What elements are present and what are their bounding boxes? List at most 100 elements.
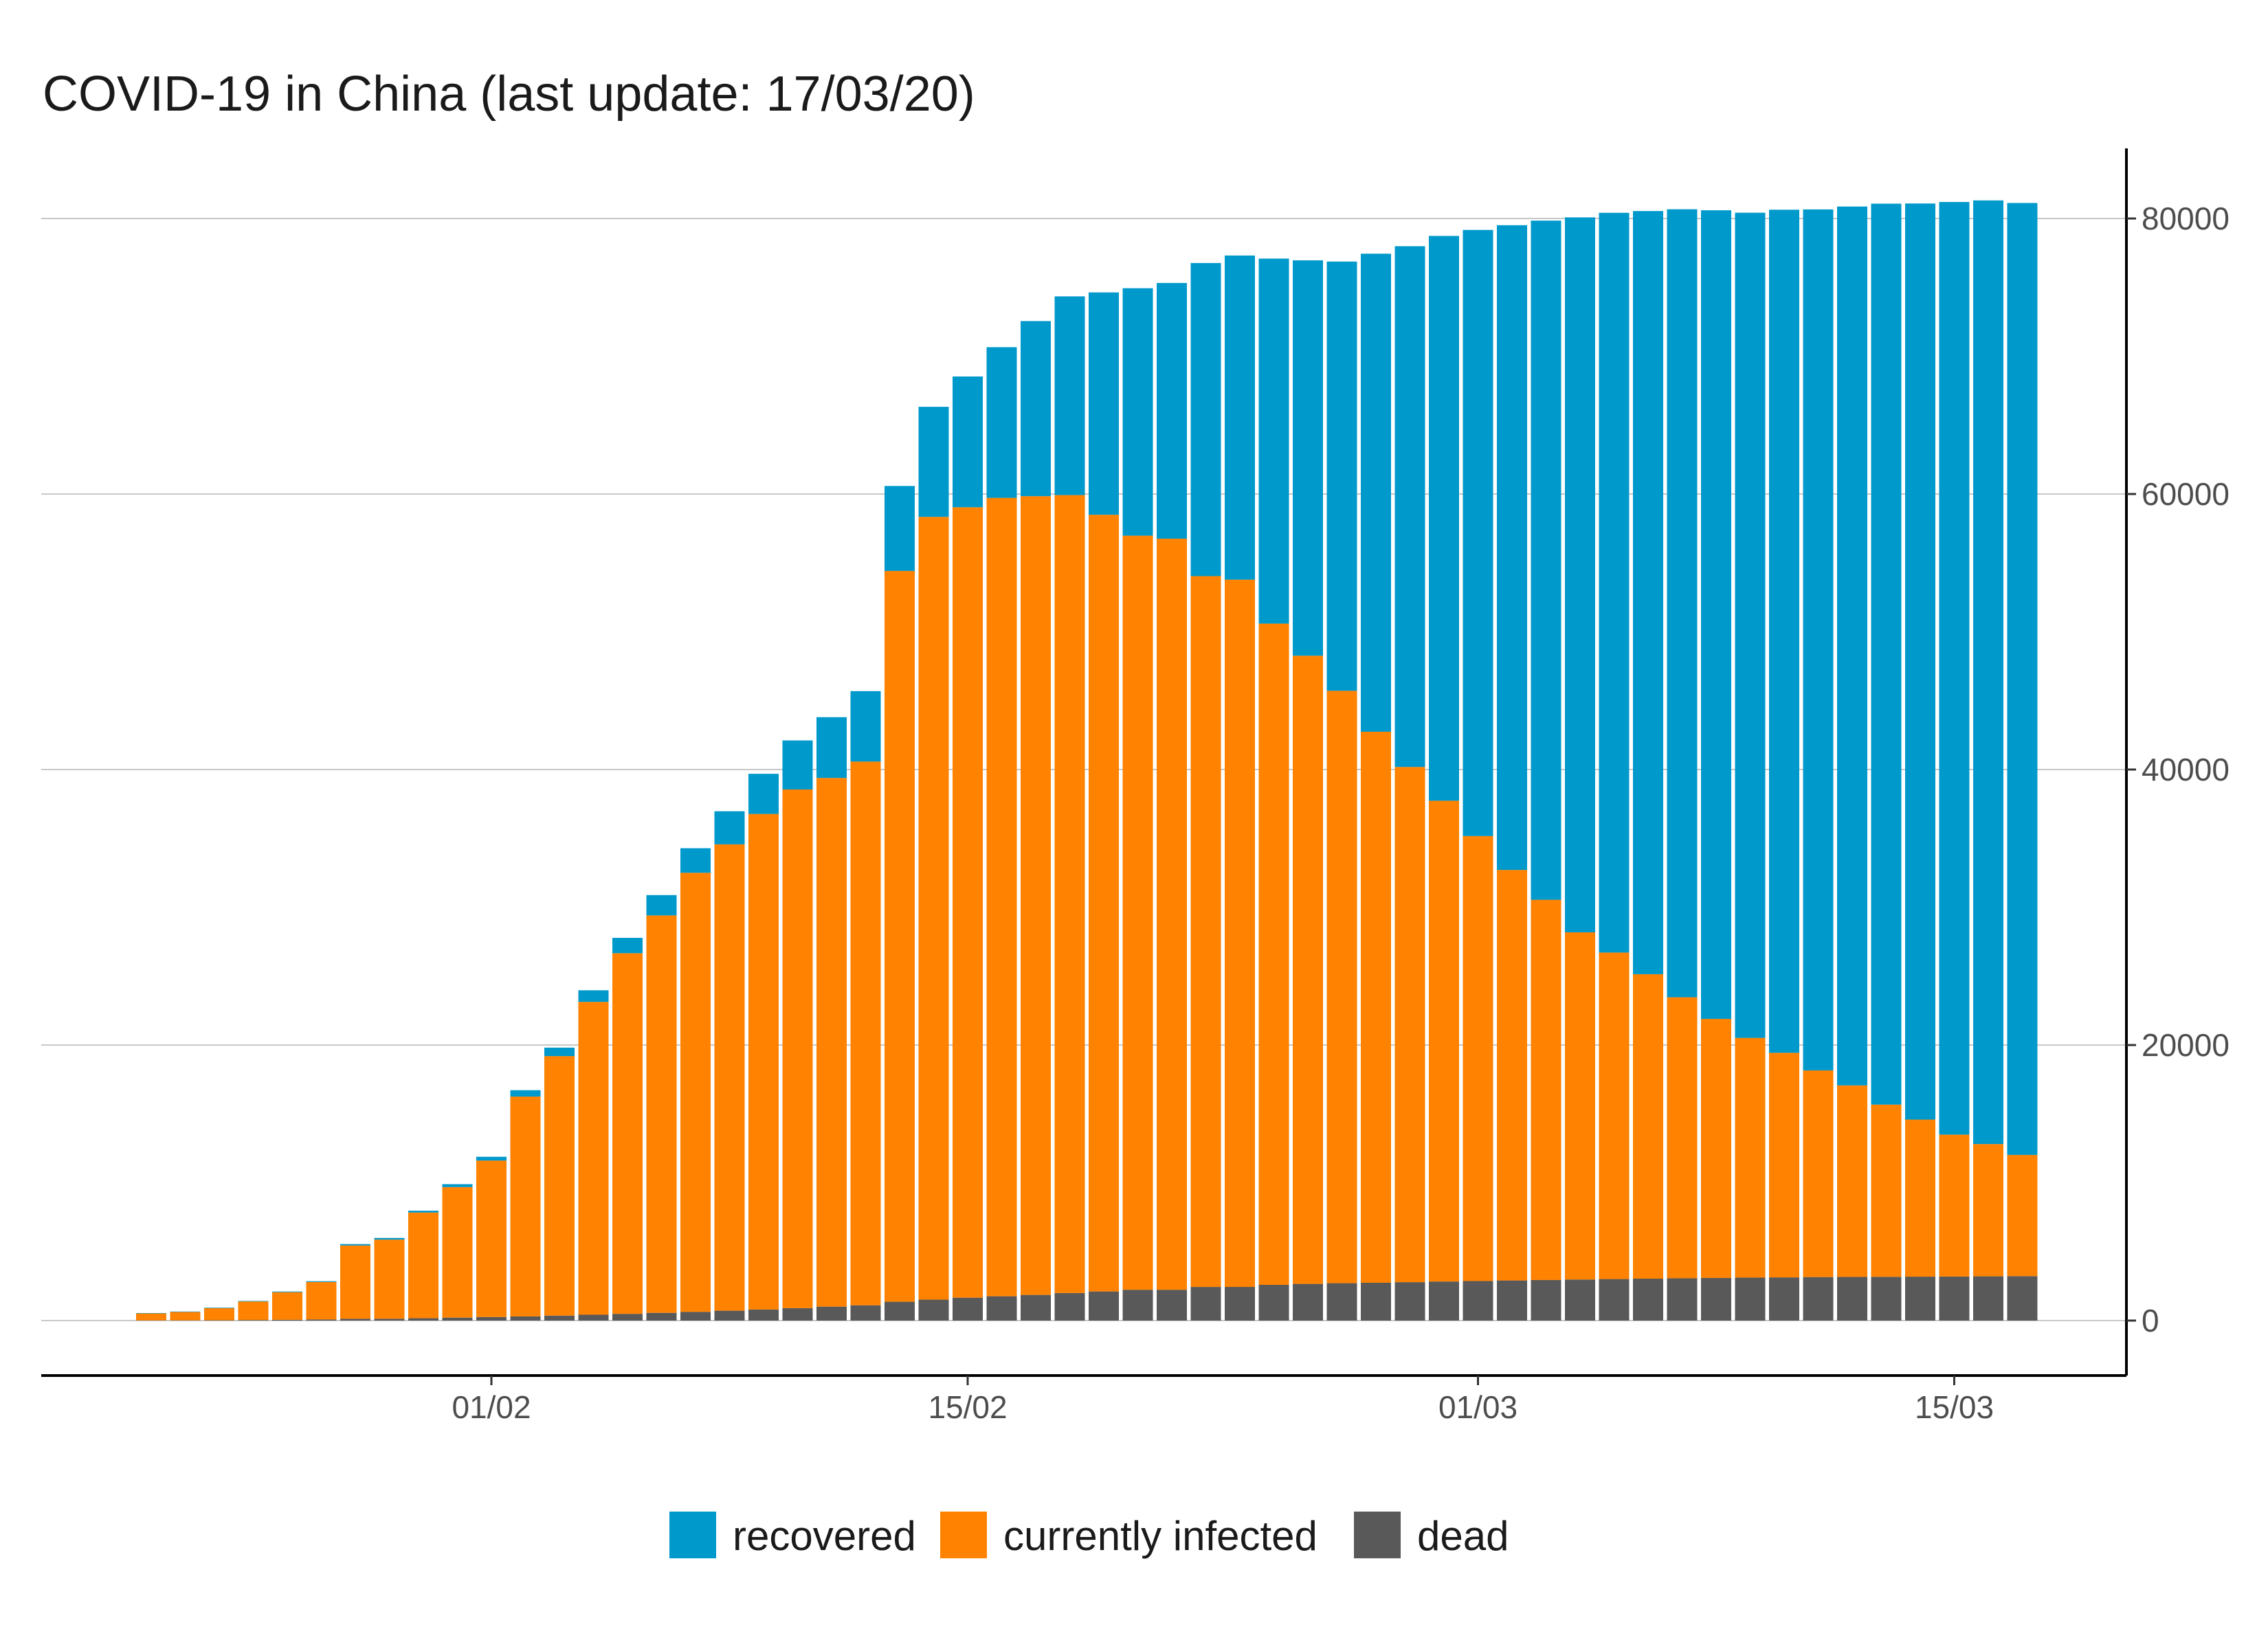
bar-recovered [680, 848, 711, 873]
bar-currently-infected [953, 507, 983, 1298]
bar-currently-infected [1565, 932, 1595, 1280]
bar-recovered [1735, 212, 1766, 1038]
bar-currently-infected [1667, 997, 1698, 1279]
bar-dead [2007, 1276, 2038, 1321]
bar-dead [1769, 1277, 1799, 1321]
bar-recovered [918, 407, 949, 517]
bar-recovered [1599, 212, 1630, 953]
bar-recovered [612, 937, 643, 954]
bar-currently-infected [170, 1312, 201, 1321]
bar-currently-infected [1054, 495, 1085, 1293]
bar-dead [544, 1315, 575, 1321]
bar-currently-infected [1293, 655, 1323, 1284]
bar-dead [680, 1312, 711, 1321]
bar-currently-infected [1190, 576, 1221, 1288]
bar-recovered [1089, 292, 1119, 515]
x-tick-label: 01/02 [452, 1389, 531, 1425]
chart-title: COVID-19 in China (last update: 17/03/20… [43, 67, 975, 122]
bar-recovered [1667, 209, 1698, 998]
bar-currently-infected [1497, 870, 1527, 1281]
legend-key-dead [1354, 1512, 1401, 1558]
bar-currently-infected [578, 1002, 609, 1315]
bar-dead [918, 1299, 949, 1321]
bar-recovered [1837, 206, 1867, 1086]
bar-recovered [1054, 296, 1085, 495]
bar-dead [1905, 1277, 1935, 1321]
bar-dead [374, 1319, 405, 1321]
bar-dead [748, 1309, 779, 1321]
bar-dead [1939, 1276, 1970, 1321]
bar-dead [850, 1305, 881, 1321]
bar-dead [340, 1319, 370, 1321]
bar-recovered [136, 1313, 166, 1314]
bar-currently-infected [544, 1056, 575, 1316]
y-axis-ticks: 0 20000 40000 60000 80000 [2126, 201, 2230, 1338]
bar-recovered [1122, 288, 1153, 536]
y-tick-label: 80000 [2142, 201, 2230, 236]
bar-currently-infected [1089, 515, 1119, 1292]
bar-currently-infected [1939, 1134, 1970, 1277]
bar-recovered [1021, 321, 1051, 497]
bar-currently-infected [340, 1245, 370, 1319]
bar-recovered [510, 1090, 541, 1097]
bar-currently-infected [306, 1281, 337, 1320]
x-axis-ticks: 01/02 15/02 01/03 15/03 [452, 1376, 1994, 1425]
bar-currently-infected [442, 1187, 473, 1318]
bar-currently-infected [1599, 952, 1630, 1279]
bar-currently-infected [1973, 1144, 2003, 1277]
bar-currently-infected [2007, 1154, 2038, 1277]
bar-dead [306, 1319, 337, 1321]
bar-currently-infected [476, 1160, 507, 1317]
bar-dead [1326, 1283, 1357, 1321]
bar-currently-infected [1021, 496, 1051, 1295]
bar-dead [1735, 1277, 1766, 1321]
legend-key-recovered [669, 1512, 716, 1558]
bar-dead [816, 1306, 847, 1321]
bar-recovered [714, 811, 745, 844]
bar-dead [1089, 1291, 1119, 1321]
bar-dead [476, 1316, 507, 1321]
bar-dead [646, 1312, 677, 1321]
y-tick-label: 40000 [2142, 752, 2230, 787]
bar-dead [953, 1297, 983, 1321]
bar-dead [272, 1319, 302, 1321]
bar-recovered [885, 486, 915, 571]
bar-currently-infected [1122, 535, 1153, 1290]
bar-dead [238, 1320, 269, 1321]
bar-recovered [1225, 255, 1255, 580]
bar-dead [1973, 1276, 2003, 1321]
bar-dead [1701, 1277, 1731, 1321]
bar-recovered [408, 1211, 438, 1213]
bar-currently-infected [1429, 800, 1459, 1282]
bar-dead [1293, 1283, 1323, 1321]
bar-recovered [1326, 261, 1357, 691]
bar-recovered [1905, 203, 1935, 1120]
y-tick-label: 0 [2142, 1303, 2159, 1338]
bar-recovered [544, 1047, 575, 1057]
bar-currently-infected [510, 1096, 541, 1316]
bar-currently-infected [1157, 539, 1187, 1290]
bar-recovered [646, 895, 677, 916]
bar-recovered [442, 1184, 473, 1187]
x-tick-label: 01/03 [1438, 1389, 1517, 1425]
bar-recovered [578, 990, 609, 1002]
bar-currently-infected [782, 789, 813, 1308]
bar-dead [1837, 1277, 1867, 1321]
bar-recovered [953, 376, 983, 508]
bar-dead [204, 1320, 234, 1321]
bar-currently-infected [1394, 767, 1425, 1283]
bar-dead [1803, 1277, 1834, 1321]
bar-dead [1258, 1285, 1289, 1321]
y-tick-label: 20000 [2142, 1027, 2230, 1063]
bar-dead [1361, 1282, 1391, 1321]
bar-currently-infected [885, 570, 915, 1302]
bar-recovered [1633, 211, 1663, 974]
bar-dead [1190, 1287, 1221, 1321]
bar-recovered [2007, 203, 2038, 1155]
bar-dead [782, 1308, 813, 1321]
bar-currently-infected [238, 1301, 269, 1321]
bar-recovered [1497, 225, 1527, 871]
bar-currently-infected [986, 497, 1017, 1297]
bar-currently-infected [1361, 731, 1391, 1283]
